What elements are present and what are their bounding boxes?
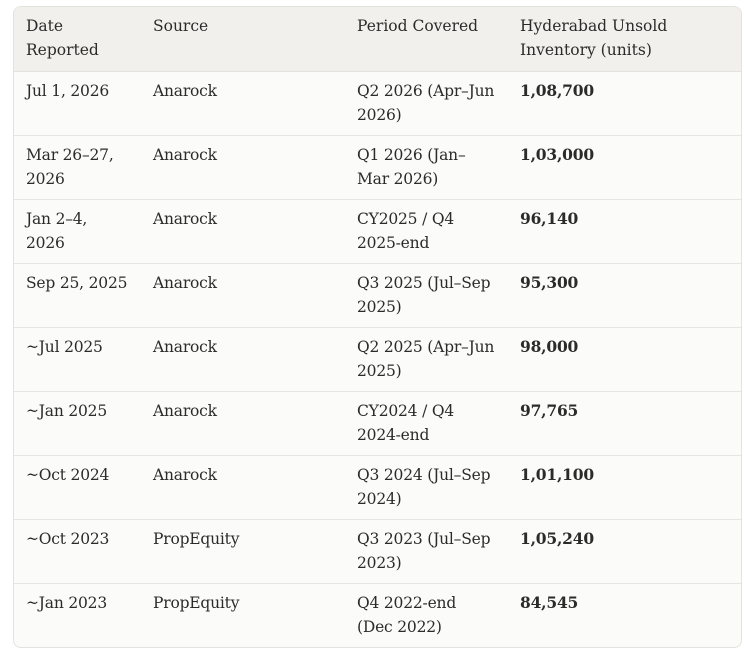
column-header-date: Date Reported [14,7,141,72]
cell-date: Jul 1, 2026 [14,71,141,136]
cell-date: ~Jul 2025 [14,327,141,392]
table-row: Jul 1, 2026 Anarock Q2 2026 (Apr–Jun 202… [14,71,741,136]
cell-period: Q2 2026 (Apr–Jun 2026) [345,71,508,136]
cell-source: PropEquity [153,594,240,612]
cell-period: CY2024 / Q4 2024-end [345,391,508,456]
table-header-row: Date Reported Source Period Covered Hyde… [14,7,741,72]
table-row: ~Jul 2025 Anarock Q2 2025 (Apr–Jun 2025)… [14,327,741,392]
cell-source: Anarock [141,135,345,200]
cell-units: 95,300 [508,263,741,328]
cell-units: 98,000 [508,327,741,392]
table-row: ~Oct 2024 Anarock Q3 2024 (Jul–Sep 2024)… [14,455,741,520]
cell-source: Anarock [141,263,345,328]
table-row: ~Oct 2023 PropEquity Q3 2023 (Jul–Sep 20… [14,519,741,584]
cell-date: Sep 25, 2025 [14,263,141,328]
cell-units: 97,765 [508,391,741,456]
cell-date: ~Jan 2025 [14,391,141,456]
cell-date: ~Jan 2023 [26,594,107,612]
cell-units: 1,05,240 [508,519,741,584]
cell-units: 1,03,000 [508,135,741,200]
cell-date: ~Oct 2024 [14,455,141,520]
table-row: Jan 2–4, 2026 Anarock CY2025 / Q4 2025-e… [14,199,741,264]
cell-period: Q3 2023 (Jul–Sep 2023) [345,519,508,584]
table-header: Date Reported Source Period Covered Hyde… [14,7,741,72]
cell-date: Mar 26–27, 2026 [14,135,141,200]
cell-period: Q4 2022-end (Dec 2022) [357,594,457,636]
cell-units: 1,08,700 [508,71,741,136]
table-body: Jul 1, 2026 Anarock Q2 2026 (Apr–Jun 202… [14,71,741,648]
column-header-unsold-inventory: Hyderabad Unsold Inventory (units) [508,7,741,72]
inventory-table-container: Date Reported Source Period Covered Hyde… [13,6,742,648]
cell-units: 84,545 [520,593,579,612]
table-row: Sep 25, 2025 Anarock Q3 2025 (Jul–Sep 20… [14,263,741,328]
cell-period: Q3 2025 (Jul–Sep 2025) [345,263,508,328]
cell-units: 1,01,100 [508,455,741,520]
cell-period: Q1 2026 (Jan–Mar 2026) [345,135,508,200]
cell-period: CY2025 / Q4 2025-end [345,199,508,264]
cell-date: ~Oct 2023 [14,519,141,584]
cell-source: Anarock [141,199,345,264]
table-row: Mar 26–27, 2026 Anarock Q1 2026 (Jan–Mar… [14,135,741,200]
cell-source: PropEquity [141,519,345,584]
cell-date: Jan 2–4, 2026 [14,199,141,264]
cell-source: Anarock [141,327,345,392]
inventory-table: Date Reported Source Period Covered Hyde… [14,7,741,647]
table-row: ~Jan 2023 PropEquity Q4 2022-end (Dec 20… [14,584,741,648]
cell-source: Anarock [141,455,345,520]
cell-period: Q2 2025 (Apr–Jun 2025) [345,327,508,392]
column-header-period: Period Covered [345,7,508,72]
cell-period: Q3 2024 (Jul–Sep 2024) [345,455,508,520]
table-row: ~Jan 2025 Anarock CY2024 / Q4 2024-end 9… [14,391,741,456]
cell-units: 96,140 [508,199,741,264]
column-header-source: Source [141,7,345,72]
cell-source: Anarock [141,71,345,136]
cell-source: Anarock [141,391,345,456]
